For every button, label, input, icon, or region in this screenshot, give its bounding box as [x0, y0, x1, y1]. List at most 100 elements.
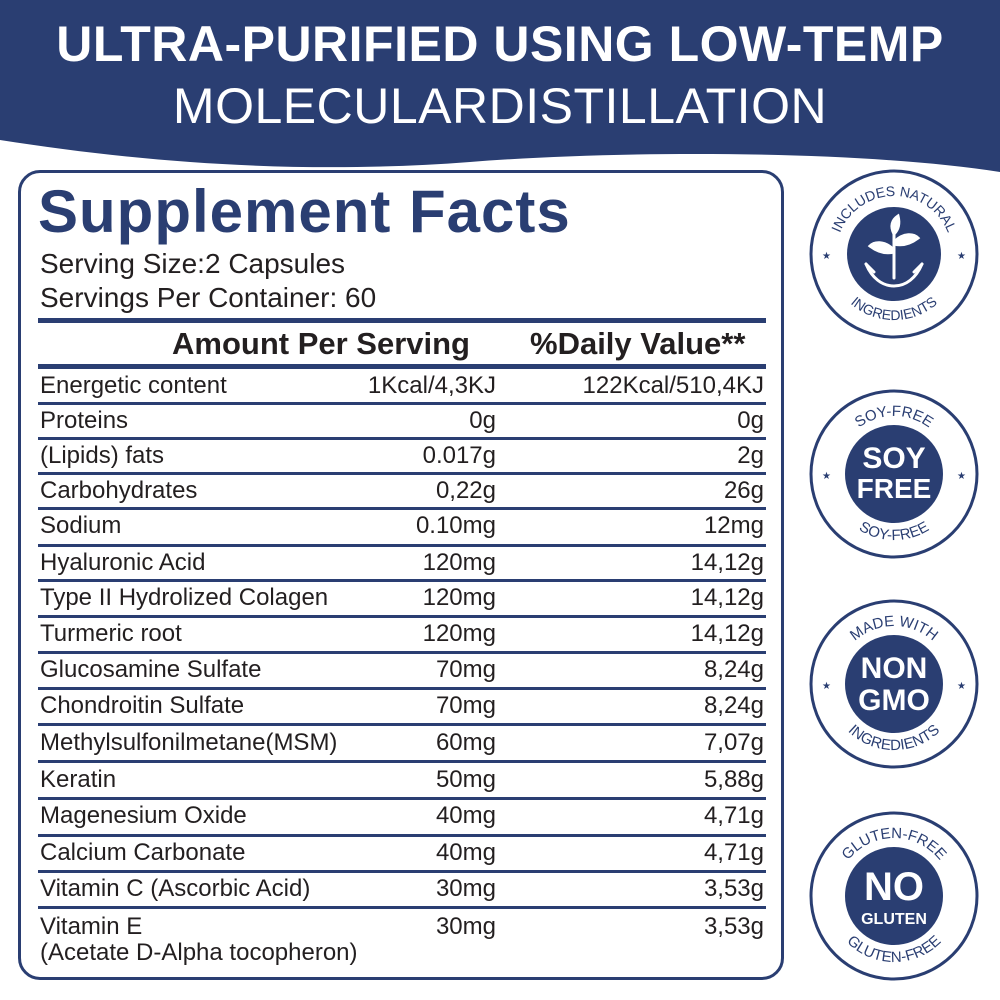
ingredient-name: Vitamin E: [40, 913, 143, 940]
amount-per-serving: 1Kcal/4,3KJ: [367, 372, 496, 399]
amount-per-serving: 70mg: [435, 656, 496, 683]
column-daily-value: %Daily Value**: [530, 326, 746, 361]
row-divider: [38, 544, 766, 547]
row-divider: [38, 687, 766, 690]
table-row: Chondroitin Sulfate 70mg 8,24g: [38, 691, 766, 727]
row-divider: [38, 834, 766, 837]
amount-per-serving: 120mg: [422, 620, 496, 647]
ingredient-name: Calcium Carbonate: [40, 839, 246, 866]
row-divider: [38, 760, 766, 763]
ingredient-name: (Lipids) fats: [40, 442, 165, 469]
table-row: Magenesium Oxide 40mg 4,71g: [38, 801, 766, 837]
table-row: Proteins 0g 0g: [38, 406, 766, 442]
header-banner: [0, 0, 1000, 175]
badge-center-line-1: NO: [864, 865, 924, 909]
ingredient-name: Chondroitin Sulfate: [40, 692, 245, 719]
badge-center-line-2: FREE: [857, 473, 932, 504]
supplement-facts-panel: [18, 170, 784, 980]
table-row: Keratin 50mg 5,88g: [38, 765, 766, 801]
ingredient-name: Vitamin C (Ascorbic Acid): [40, 875, 311, 902]
ingredient-name: Methylsulfonilmetane(MSM): [40, 729, 338, 756]
table-row: Hyaluronic Acid 120mg 14,12g: [38, 548, 766, 584]
daily-value: 26g: [723, 477, 764, 504]
star-icon: ★: [822, 681, 831, 692]
table-row: Vitamin E (Acetate D-Alpha tocopheron) 3…: [38, 912, 766, 968]
amount-per-serving: 40mg: [435, 802, 496, 829]
table-row: Turmeric root 120mg 14,12g: [38, 619, 766, 655]
amount-per-serving: 50mg: [435, 766, 496, 793]
star-icon: ★: [957, 471, 966, 482]
row-divider: [38, 615, 766, 618]
row-divider: [38, 507, 766, 510]
column-amount-per-serving: Amount Per Serving: [172, 326, 470, 361]
column-header-rule: [38, 364, 766, 369]
banner-shape: [0, 0, 1000, 172]
amount-per-serving: 120mg: [422, 584, 496, 611]
row-divider: [38, 579, 766, 582]
row-divider: [38, 906, 766, 909]
facts-title: Supplement Facts: [38, 178, 571, 245]
star-icon: ★: [822, 471, 831, 482]
star-icon: ★: [957, 681, 966, 692]
daily-value: 5,88g: [703, 766, 764, 793]
amount-per-serving: 0.10mg: [415, 512, 496, 539]
daily-value: 3,53g: [703, 875, 764, 902]
row-divider: [38, 472, 766, 475]
row-divider: [38, 651, 766, 654]
servings-per-container: Servings Per Container: 60: [40, 282, 377, 313]
ingredient-name: Keratin: [40, 766, 117, 793]
daily-value: 14,12g: [690, 584, 764, 611]
amount-per-serving: 60mg: [435, 729, 496, 756]
row-divider: [38, 797, 766, 800]
ingredient-name: Sodium: [40, 512, 122, 539]
ingredient-name: Magenesium Oxide: [40, 802, 247, 829]
badge-center-line-2: GLUTEN: [861, 911, 927, 928]
serving-size: Serving Size:2 Capsules: [40, 248, 346, 279]
natural-ingredients-badge: INCLUDES NATURAL INGREDIENTS ★ ★: [809, 169, 979, 339]
ingredient-name: Energetic content: [40, 372, 227, 399]
soy-free-badge: SOY-FREE SOY-FREE ★ ★ SOY FREE: [809, 389, 979, 559]
badge-center-line-1: SOY: [862, 442, 925, 475]
star-icon: ★: [957, 251, 966, 262]
table-row: Sodium 0.10mg 12mg: [38, 511, 766, 547]
daily-value: 4,71g: [703, 839, 764, 866]
daily-value: 4,71g: [703, 802, 764, 829]
amount-per-serving: 120mg: [422, 549, 496, 576]
amount-per-serving: 30mg: [435, 913, 496, 940]
table-row: Vitamin C (Ascorbic Acid) 30mg 3,53g: [38, 874, 766, 910]
table-row: Carbohydrates 0,22g 26g: [38, 476, 766, 512]
plant-in-hands-icon: [864, 213, 924, 288]
headline-line-1: ULTRA-PURIFIED USING LOW-TEMP: [56, 16, 944, 72]
amount-per-serving: 30mg: [435, 875, 496, 902]
row-divider: [38, 437, 766, 440]
amount-per-serving: 70mg: [435, 692, 496, 719]
row-divider: [38, 402, 766, 405]
daily-value: 14,12g: [690, 549, 764, 576]
ingredient-name: Type II Hydrolized Colagen: [40, 584, 329, 611]
daily-value: 14,12g: [690, 620, 764, 647]
ingredient-name: Carbohydrates: [40, 477, 198, 504]
table-row: Energetic content 1Kcal/4,3KJ 122Kcal/51…: [38, 371, 766, 407]
daily-value: 12mg: [703, 512, 764, 539]
badge-center-line-1: NON: [861, 652, 928, 685]
table-row: (Lipids) fats 0.017g 2g: [38, 441, 766, 477]
ingredient-name: Turmeric root: [40, 620, 182, 647]
table-row: Methylsulfonilmetane(MSM) 60mg 7,07g: [38, 728, 766, 764]
daily-value: 2g: [737, 442, 764, 469]
table-row: Type II Hydrolized Colagen 120mg 14,12g: [38, 583, 766, 619]
row-divider: [38, 723, 766, 726]
ingredient-name: Glucosamine Sulfate: [40, 656, 262, 683]
table-row: Glucosamine Sulfate 70mg 8,24g: [38, 655, 766, 691]
daily-value: 0g: [737, 407, 764, 434]
ingredient-name: Hyaluronic Acid: [40, 549, 206, 576]
amount-per-serving: 40mg: [435, 839, 496, 866]
amount-per-serving: 0,22g: [435, 477, 496, 504]
daily-value: 7,07g: [703, 729, 764, 756]
header-rule: [38, 318, 766, 323]
daily-value: 122Kcal/510,4KJ: [582, 372, 764, 399]
ingredient-name-detail: (Acetate D-Alpha tocopheron): [40, 939, 358, 966]
ingredient-name: Proteins: [40, 407, 129, 434]
daily-value: 8,24g: [703, 656, 764, 683]
headline-line-2: MOLECULARDISTILLATION: [172, 78, 828, 134]
amount-per-serving: 0g: [469, 407, 496, 434]
